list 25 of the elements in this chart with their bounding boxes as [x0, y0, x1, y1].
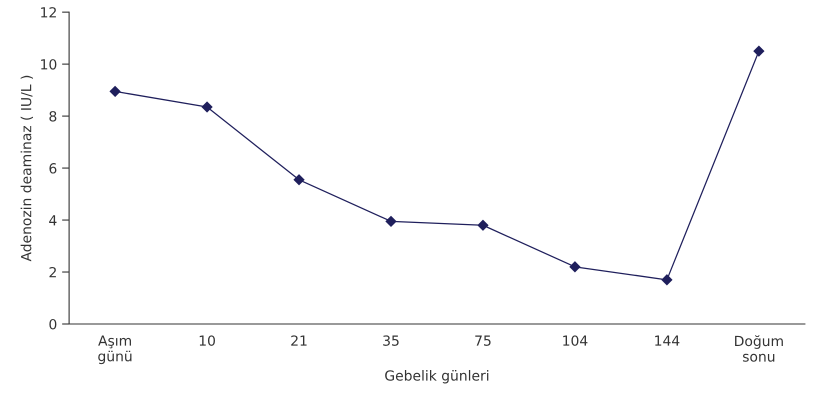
point — [294, 174, 304, 186]
point — [478, 220, 488, 231]
x-tick-label: Doğum sonu — [735, 335, 783, 362]
y-tick-label: 2 — [49, 266, 56, 278]
point — [753, 46, 764, 57]
x-tick-label: 35 — [383, 335, 399, 346]
x-axis-title: Gebelik günleri — [385, 370, 488, 384]
x-tick-label: 75 — [475, 336, 491, 346]
point — [386, 216, 396, 227]
y-tick-label: 12 — [41, 7, 56, 18]
y-axis-title: Adenozin deaminaz ( IU/L ) — [20, 76, 34, 262]
y-tick-label: 8 — [49, 111, 56, 122]
point — [661, 274, 672, 286]
x-tick-label: 144 — [655, 336, 680, 346]
y-tick-label: 10 — [41, 59, 56, 70]
point — [110, 86, 121, 97]
y-tick-label: 4 — [49, 215, 57, 226]
point — [570, 261, 580, 272]
point — [202, 102, 212, 112]
y-tick-label: 6 — [49, 163, 56, 174]
x-tick-label: 10 — [200, 335, 215, 346]
x-tick-label: 21 — [291, 335, 307, 346]
x-tick-label: 104 — [563, 335, 588, 346]
y-tick-label: 0 — [49, 318, 56, 330]
x-tick-label: Aşım günü — [98, 336, 132, 364]
